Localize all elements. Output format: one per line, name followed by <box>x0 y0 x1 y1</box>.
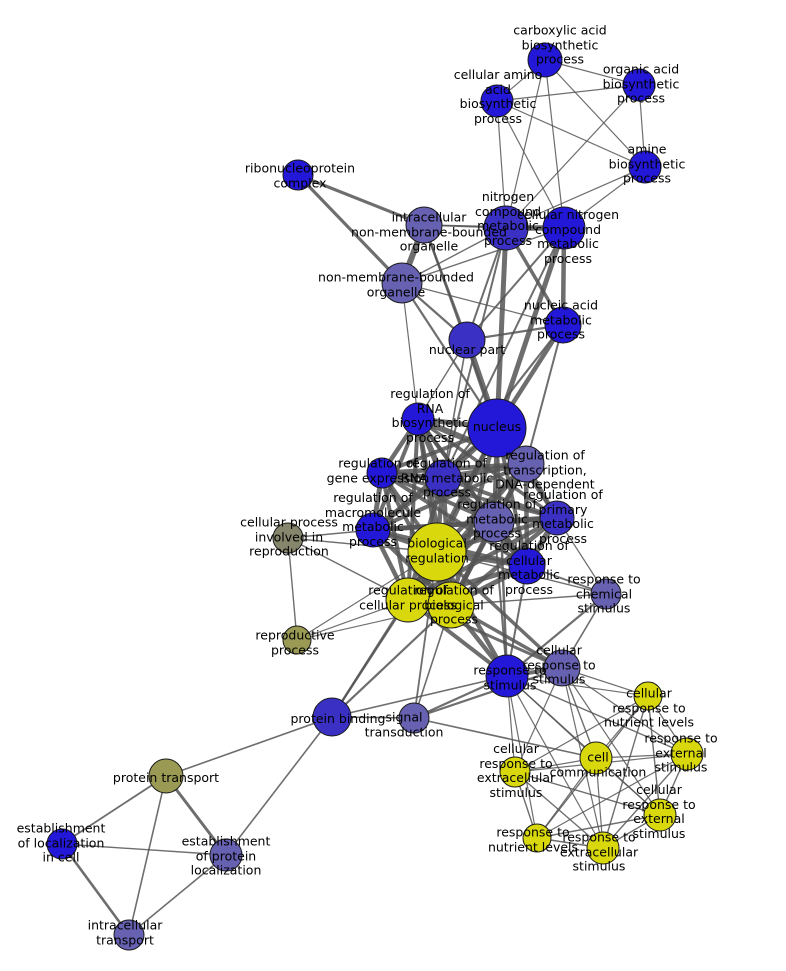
graph-node-regulation-of-rna-biosynthetic-process[interactable] <box>401 402 435 436</box>
graph-edge <box>381 471 558 520</box>
graph-edge <box>401 282 564 326</box>
graph-edge <box>536 753 688 839</box>
graph-node-response-to-stimulus[interactable] <box>485 654 529 698</box>
graph-edge <box>495 427 509 677</box>
graph-node-regulation-of-cellular-metabolic-process[interactable] <box>508 547 546 585</box>
graph-edge <box>544 59 646 168</box>
graph-node-reproductive-process[interactable] <box>282 625 312 655</box>
graph-node-establishment-of-localization-in-cell[interactable] <box>46 828 78 860</box>
graph-node-regulation-of-primary-metabolic-process[interactable] <box>539 500 575 536</box>
graph-edge <box>287 537 298 641</box>
graph-edge <box>61 843 227 856</box>
graph-node-cellular-response-to-nutrient-levels[interactable] <box>633 681 663 711</box>
graph-node-regulation-of-biological-process[interactable] <box>427 581 475 629</box>
graph-edge <box>514 695 649 773</box>
graph-edge <box>372 462 527 532</box>
graph-node-cellular-amino-acid-biosynthetic-process[interactable] <box>480 84 514 118</box>
graph-node-organic-acid-biosynthetic-process[interactable] <box>622 68 656 102</box>
graph-edge <box>496 100 646 168</box>
graph-node-cellular-process-involved-in-reproduction[interactable] <box>272 522 304 554</box>
graph-edge <box>561 667 688 755</box>
graph-edge <box>331 675 508 718</box>
graph-edge <box>496 84 640 102</box>
graph-edge <box>506 675 604 849</box>
graph-edge <box>165 716 333 777</box>
graph-edge <box>536 757 597 839</box>
edge-layer <box>60 59 688 936</box>
graph-edge <box>506 675 649 697</box>
graph-node-response-to-extracellular-stimulus[interactable] <box>586 831 620 865</box>
graph-node-cellular-response-to-stimulus[interactable] <box>543 649 581 687</box>
graph-edge <box>506 675 688 755</box>
graph-node-intracellular-transport[interactable] <box>113 919 145 951</box>
graph-edge <box>505 166 646 229</box>
graph-node-establishment-of-protein-localization[interactable] <box>209 838 243 872</box>
graph-edge <box>514 771 604 849</box>
graph-edge <box>297 173 425 227</box>
graph-node-amine-biosynthetic-process[interactable] <box>628 150 662 184</box>
graph-edge <box>466 227 565 341</box>
graph-edge <box>296 173 404 285</box>
graph-node-non-membrane-bounded-organelle[interactable] <box>381 262 423 304</box>
graph-node-regulation-of-gene-expression[interactable] <box>366 457 398 489</box>
graph-node-cellular-response-to-extracellular-stimulus[interactable] <box>499 756 531 788</box>
graph-node-ribonucleoprotein-complex[interactable] <box>282 159 314 191</box>
graph-edge <box>525 324 564 465</box>
graph-edge <box>544 59 565 229</box>
graph-node-nitrogen-compound-metabolic-process[interactable] <box>483 205 529 251</box>
graph-node-nuclear-part[interactable] <box>448 321 486 359</box>
graph-node-response-to-external-stimulus[interactable] <box>670 737 704 771</box>
graph-edge <box>536 814 661 839</box>
graph-edge <box>128 854 227 936</box>
graph-edge <box>514 667 563 773</box>
graph-node-biological-regulation[interactable] <box>407 522 467 582</box>
graph-edge <box>505 59 546 229</box>
graph-edge <box>505 84 640 229</box>
graph-edge <box>401 227 565 284</box>
graph-node-carboxylic-acid-biosynthetic-process[interactable] <box>527 42 563 78</box>
graph-node-nucleus[interactable] <box>467 398 527 458</box>
graph-edge <box>225 716 333 856</box>
graph-node-response-to-chemical-stimulus[interactable] <box>590 578 622 610</box>
graph-edge <box>128 775 167 936</box>
graph-edge <box>514 771 661 816</box>
graph-edge <box>413 717 597 759</box>
graph-edge <box>61 775 167 845</box>
graph-node-nucleic-acid-metabolic-process[interactable] <box>544 306 582 344</box>
graph-node-regulation-of-transcription-dna-dependent[interactable] <box>507 445 545 483</box>
graph-edge <box>494 227 509 429</box>
graph-node-regulation-of-metabolic-process[interactable] <box>473 501 515 543</box>
graph-edge <box>331 604 452 718</box>
graph-node-response-to-nutrient-levels[interactable] <box>522 823 552 853</box>
graph-node-protein-binding[interactable] <box>312 697 352 737</box>
graph-node-regulation-of-cellular-process[interactable] <box>385 577 431 623</box>
graph-edge <box>60 843 131 936</box>
graph-node-intracellular-non-membrane-bounded-organelle[interactable] <box>405 206 443 244</box>
graph-node-protein-transport[interactable] <box>148 758 184 794</box>
graph-edge <box>331 599 409 718</box>
node-layer <box>46 42 704 951</box>
graph-node-cellular-response-to-external-stimulus[interactable] <box>643 798 677 832</box>
graph-node-regulation-of-macromolecule-metabolic-process[interactable] <box>355 512 391 548</box>
graph-edge <box>287 537 409 601</box>
graph-edge <box>450 593 607 606</box>
graph-node-signal-transduction[interactable] <box>398 702 430 734</box>
graph-node-cellular-nitrogen-compound-metabolic-process[interactable] <box>542 206 586 250</box>
graph-node-regulation-of-rna-metabolic-process[interactable] <box>424 459 462 497</box>
graph-edge <box>602 695 649 849</box>
graph-node-cell-communication[interactable] <box>579 741 613 775</box>
graph-edge <box>561 667 661 816</box>
graph-edge <box>401 282 419 420</box>
graph-edge <box>413 666 563 720</box>
